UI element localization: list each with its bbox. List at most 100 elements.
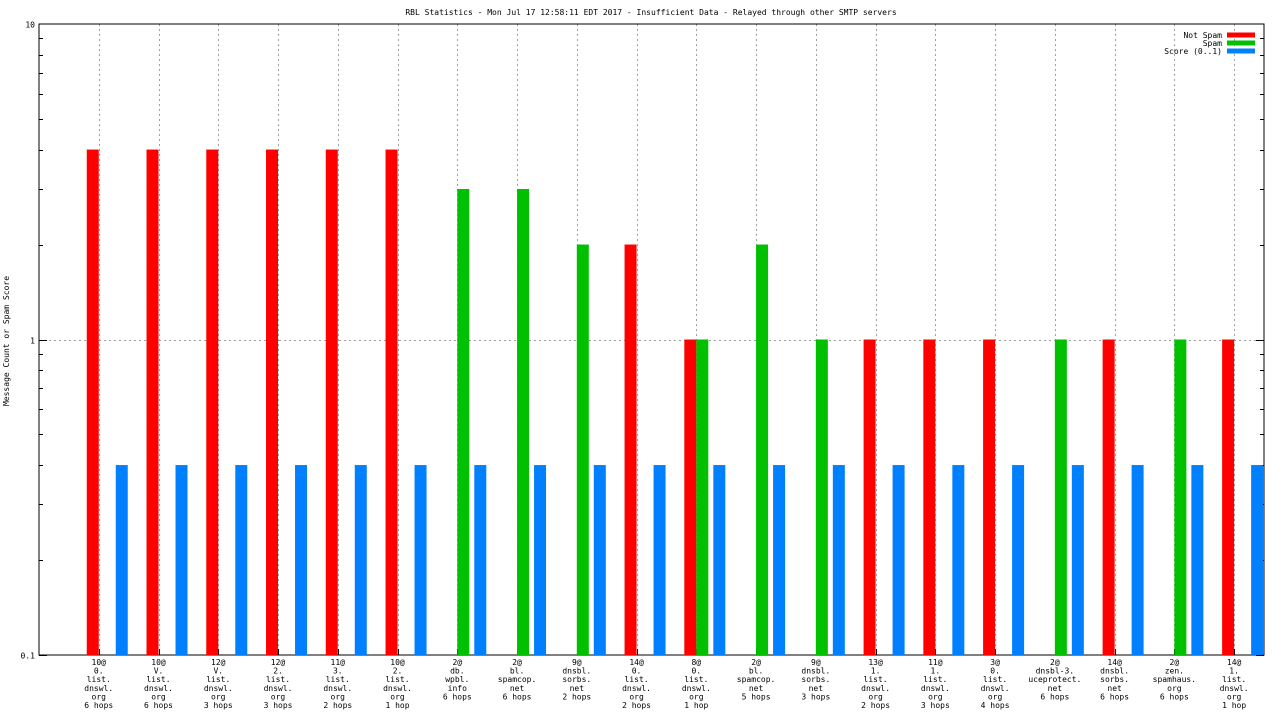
x-tick-label: 10@ 0. list. dnswl. org 6 hops <box>84 658 113 710</box>
x-tick-label-line: net <box>809 684 824 693</box>
plot-frame <box>38 23 1265 656</box>
x-tick-label-line: org <box>1167 684 1182 693</box>
bar-not-spam <box>863 339 876 655</box>
x-tick-label-line: 6 hops <box>1100 692 1129 701</box>
x-tick-label-line: 2@ <box>1170 658 1180 667</box>
x-tick-label-line: spamcop. <box>498 675 537 684</box>
x-tick-label-line: dnswl. <box>383 684 412 693</box>
x-tick-label-line: dnswl. <box>861 684 890 693</box>
bar-not-spam <box>385 149 398 655</box>
x-tick-label-line: 2 hops <box>861 701 890 710</box>
x-tick-label-line: dnsbl. <box>562 667 591 676</box>
bar-spam <box>576 244 589 656</box>
x-tick-label-line: 1. <box>931 667 941 676</box>
x-tick-label-line: wpbl. <box>445 675 469 684</box>
bar-not-spam <box>624 244 637 656</box>
x-tick-label: 3@ 0. list. dnswl. org 4 hops <box>981 658 1010 710</box>
x-tick-label-line: dnswl. <box>323 684 352 693</box>
x-tick-label-line: dnswl. <box>144 684 173 693</box>
x-tick-label-line: 6 hops <box>443 692 472 701</box>
x-tick-label-line: 14@ <box>629 658 644 667</box>
x-tick-label-line: dnswl. <box>204 684 233 693</box>
x-tick-label-line: org <box>988 692 1003 701</box>
x-tick-label-line: dnsbl. <box>801 667 830 676</box>
bar-spam <box>696 339 709 655</box>
legend-label: Score (0..1) <box>1164 47 1222 56</box>
legend-swatch <box>1227 40 1255 46</box>
bar-score-0-1 <box>1071 465 1084 655</box>
x-tick-label: 14@ dnsbl. sorbs. net 6 hops <box>1100 658 1129 701</box>
x-tick-label: 2@ zen. spamhaus. org 6 hops <box>1153 658 1196 701</box>
bar-spam <box>815 339 828 655</box>
x-tick-label-line: info <box>448 684 467 693</box>
x-tick-label-line: org <box>151 692 166 701</box>
x-tick-label-line: list. <box>684 675 708 684</box>
x-tick-label: 11@ 3. list. dnswl. org 2 hops <box>323 658 352 710</box>
x-tick-label-line: net <box>1107 684 1122 693</box>
x-tick-label-line: 2 hops <box>562 692 591 701</box>
bar-score-0-1 <box>773 465 786 655</box>
x-tick-label: 2@ db. wpbl. info 6 hops <box>443 658 472 701</box>
x-tick-label: 10@ V. list. dnswl. org 6 hops <box>144 658 173 710</box>
x-tick-label-line: 9@ <box>572 658 582 667</box>
x-tick-label-line: 3 hops <box>801 692 830 701</box>
x-tick-label: 2@ bl. spamcop. net 6 hops <box>498 658 537 701</box>
x-tick-label-line: 12@ <box>211 658 226 667</box>
x-tick-label-line: 0. <box>632 667 642 676</box>
x-tick-label-line: V. <box>213 667 223 676</box>
bar-not-spam <box>684 339 697 655</box>
bar-score-0-1 <box>1012 465 1025 655</box>
x-tick-label-line: 14@ <box>1227 658 1242 667</box>
bar-score-0-1 <box>534 465 547 655</box>
x-tick-label-line: 1. <box>1229 667 1239 676</box>
bar-score-0-1 <box>414 465 427 655</box>
bar-score-0-1 <box>713 465 726 655</box>
bar-spam <box>1054 339 1067 655</box>
x-tick-label-line: 8@ <box>691 658 701 667</box>
x-tick-label-line: list. <box>864 675 888 684</box>
x-tick-label-line: 10@ <box>151 658 166 667</box>
x-tick-label-line: list. <box>266 675 290 684</box>
bar-score-0-1 <box>1131 465 1144 655</box>
bar-score-0-1 <box>235 465 248 655</box>
x-tick-label-line: org <box>211 692 226 701</box>
x-tick-label-line: org <box>1227 692 1242 701</box>
x-tick-label-line: 2@ <box>452 658 462 667</box>
bar-not-spam <box>923 339 936 655</box>
x-tick-label-line: net <box>570 684 585 693</box>
x-tick-label-line: 1 hop <box>385 701 409 710</box>
chart-title: RBL Statistics - Mon Jul 17 12:58:11 EDT… <box>405 8 896 17</box>
legend-swatch <box>1227 48 1255 54</box>
x-tick-label-line: 11@ <box>331 658 346 667</box>
x-tick-label-line: dnswl. <box>682 684 711 693</box>
x-tick-label-line: dnswl. <box>1220 684 1249 693</box>
x-tick-label-line: org <box>928 692 943 701</box>
x-tick-label-line: 1. <box>871 667 881 676</box>
y-axis-label: Message Count or Spam Score <box>2 276 11 406</box>
legend-swatch <box>1227 32 1255 38</box>
x-tick-label-line: 10@ <box>390 658 405 667</box>
x-tick-label-line: list. <box>385 675 409 684</box>
x-tick-label-line: 6 hops <box>1040 692 1069 701</box>
x-tick-label: 13@ 1. list. dnswl. org 2 hops <box>861 658 890 710</box>
bar-score-0-1 <box>354 465 367 655</box>
bar-not-spam <box>1102 339 1115 655</box>
x-tick-label-line: 3. <box>333 667 343 676</box>
x-tick-label-line: 3 hops <box>921 701 950 710</box>
x-tick-label: 11@ 1. list. dnswl. org 3 hops <box>921 658 950 710</box>
bar-score-0-1 <box>952 465 965 655</box>
x-tick-label-line: spamhaus. <box>1153 675 1196 684</box>
bar-score-0-1 <box>1191 465 1204 655</box>
x-tick-label-line: dnswl. <box>622 684 651 693</box>
x-tick-label-line: 3 hops <box>204 701 233 710</box>
x-tick-label-line: org <box>390 692 405 701</box>
bar-spam <box>1174 339 1187 655</box>
x-tick-label-line: net <box>1048 684 1063 693</box>
x-tick-label-line: uceprotect. <box>1028 675 1081 684</box>
x-tick-label-line: 5 hops <box>742 692 771 701</box>
x-tick-label-line: list. <box>326 675 350 684</box>
x-tick-label-line: 6 hops <box>503 692 532 701</box>
x-tick-label-line: 2. <box>273 667 283 676</box>
